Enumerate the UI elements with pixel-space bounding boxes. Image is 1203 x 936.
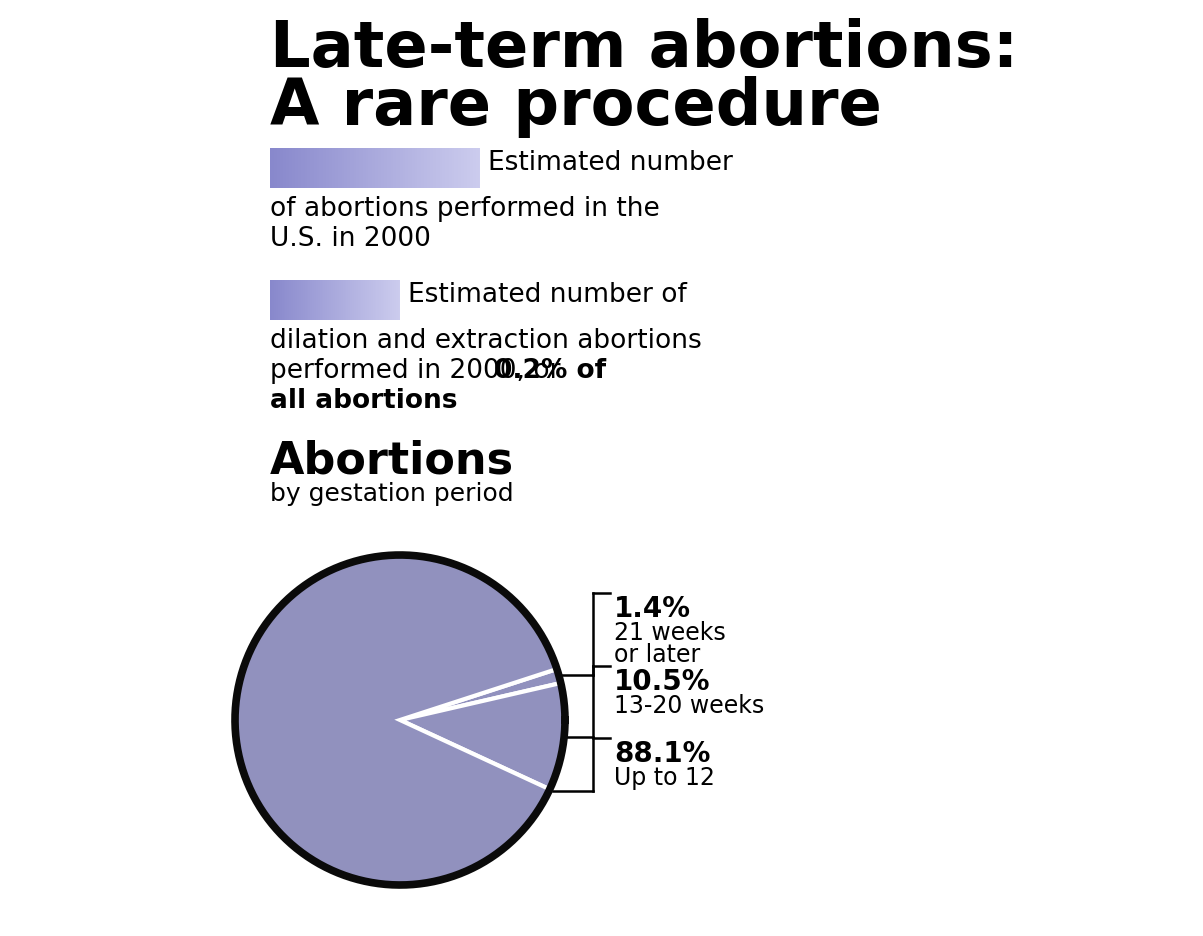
Text: Up to 12: Up to 12 xyxy=(614,766,715,790)
Text: all abortions: all abortions xyxy=(269,388,457,414)
Text: A rare procedure: A rare procedure xyxy=(269,76,882,138)
Text: Abortions: Abortions xyxy=(269,440,514,483)
Wedge shape xyxy=(401,683,565,789)
Text: dilation and extraction abortions: dilation and extraction abortions xyxy=(269,328,701,354)
Text: 10.5%: 10.5% xyxy=(614,668,711,696)
Wedge shape xyxy=(401,669,561,720)
Wedge shape xyxy=(235,555,557,885)
Text: Late-term abortions:: Late-term abortions: xyxy=(269,18,1018,80)
Text: performed in 2000, or: performed in 2000, or xyxy=(269,358,569,384)
Text: 88.1%: 88.1% xyxy=(614,740,711,768)
Text: 1.3 million: 1.3 million xyxy=(274,150,472,183)
Text: 13-20 weeks: 13-20 weeks xyxy=(614,694,764,718)
Text: 1.4%: 1.4% xyxy=(614,595,691,623)
Text: 21 weeks: 21 weeks xyxy=(614,621,725,645)
Text: U.S. in 2000: U.S. in 2000 xyxy=(269,226,431,252)
Text: or later: or later xyxy=(614,643,700,667)
Text: 2,200: 2,200 xyxy=(274,282,379,315)
Text: Estimated number of: Estimated number of xyxy=(408,282,687,308)
Text: 0.2% of: 0.2% of xyxy=(494,358,606,384)
Text: Estimated number: Estimated number xyxy=(488,150,733,176)
Text: of abortions performed in the: of abortions performed in the xyxy=(269,196,659,222)
Text: by gestation period: by gestation period xyxy=(269,482,514,506)
